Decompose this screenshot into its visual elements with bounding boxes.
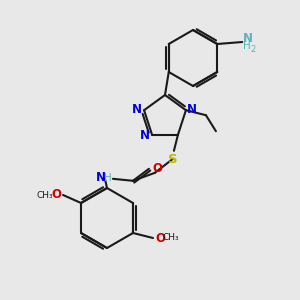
Text: N: N	[132, 103, 142, 116]
Text: O: O	[155, 232, 165, 244]
Text: O: O	[51, 188, 61, 202]
Text: S: S	[168, 153, 178, 166]
Text: N: N	[140, 129, 150, 142]
Text: 2: 2	[250, 46, 256, 55]
Text: O: O	[152, 162, 162, 175]
Text: N: N	[243, 32, 253, 44]
Text: CH₃: CH₃	[163, 233, 180, 242]
Text: CH₃: CH₃	[36, 190, 53, 200]
Text: H: H	[104, 173, 112, 183]
Text: N: N	[96, 171, 106, 184]
Text: H: H	[243, 41, 251, 51]
Text: N: N	[187, 103, 197, 116]
